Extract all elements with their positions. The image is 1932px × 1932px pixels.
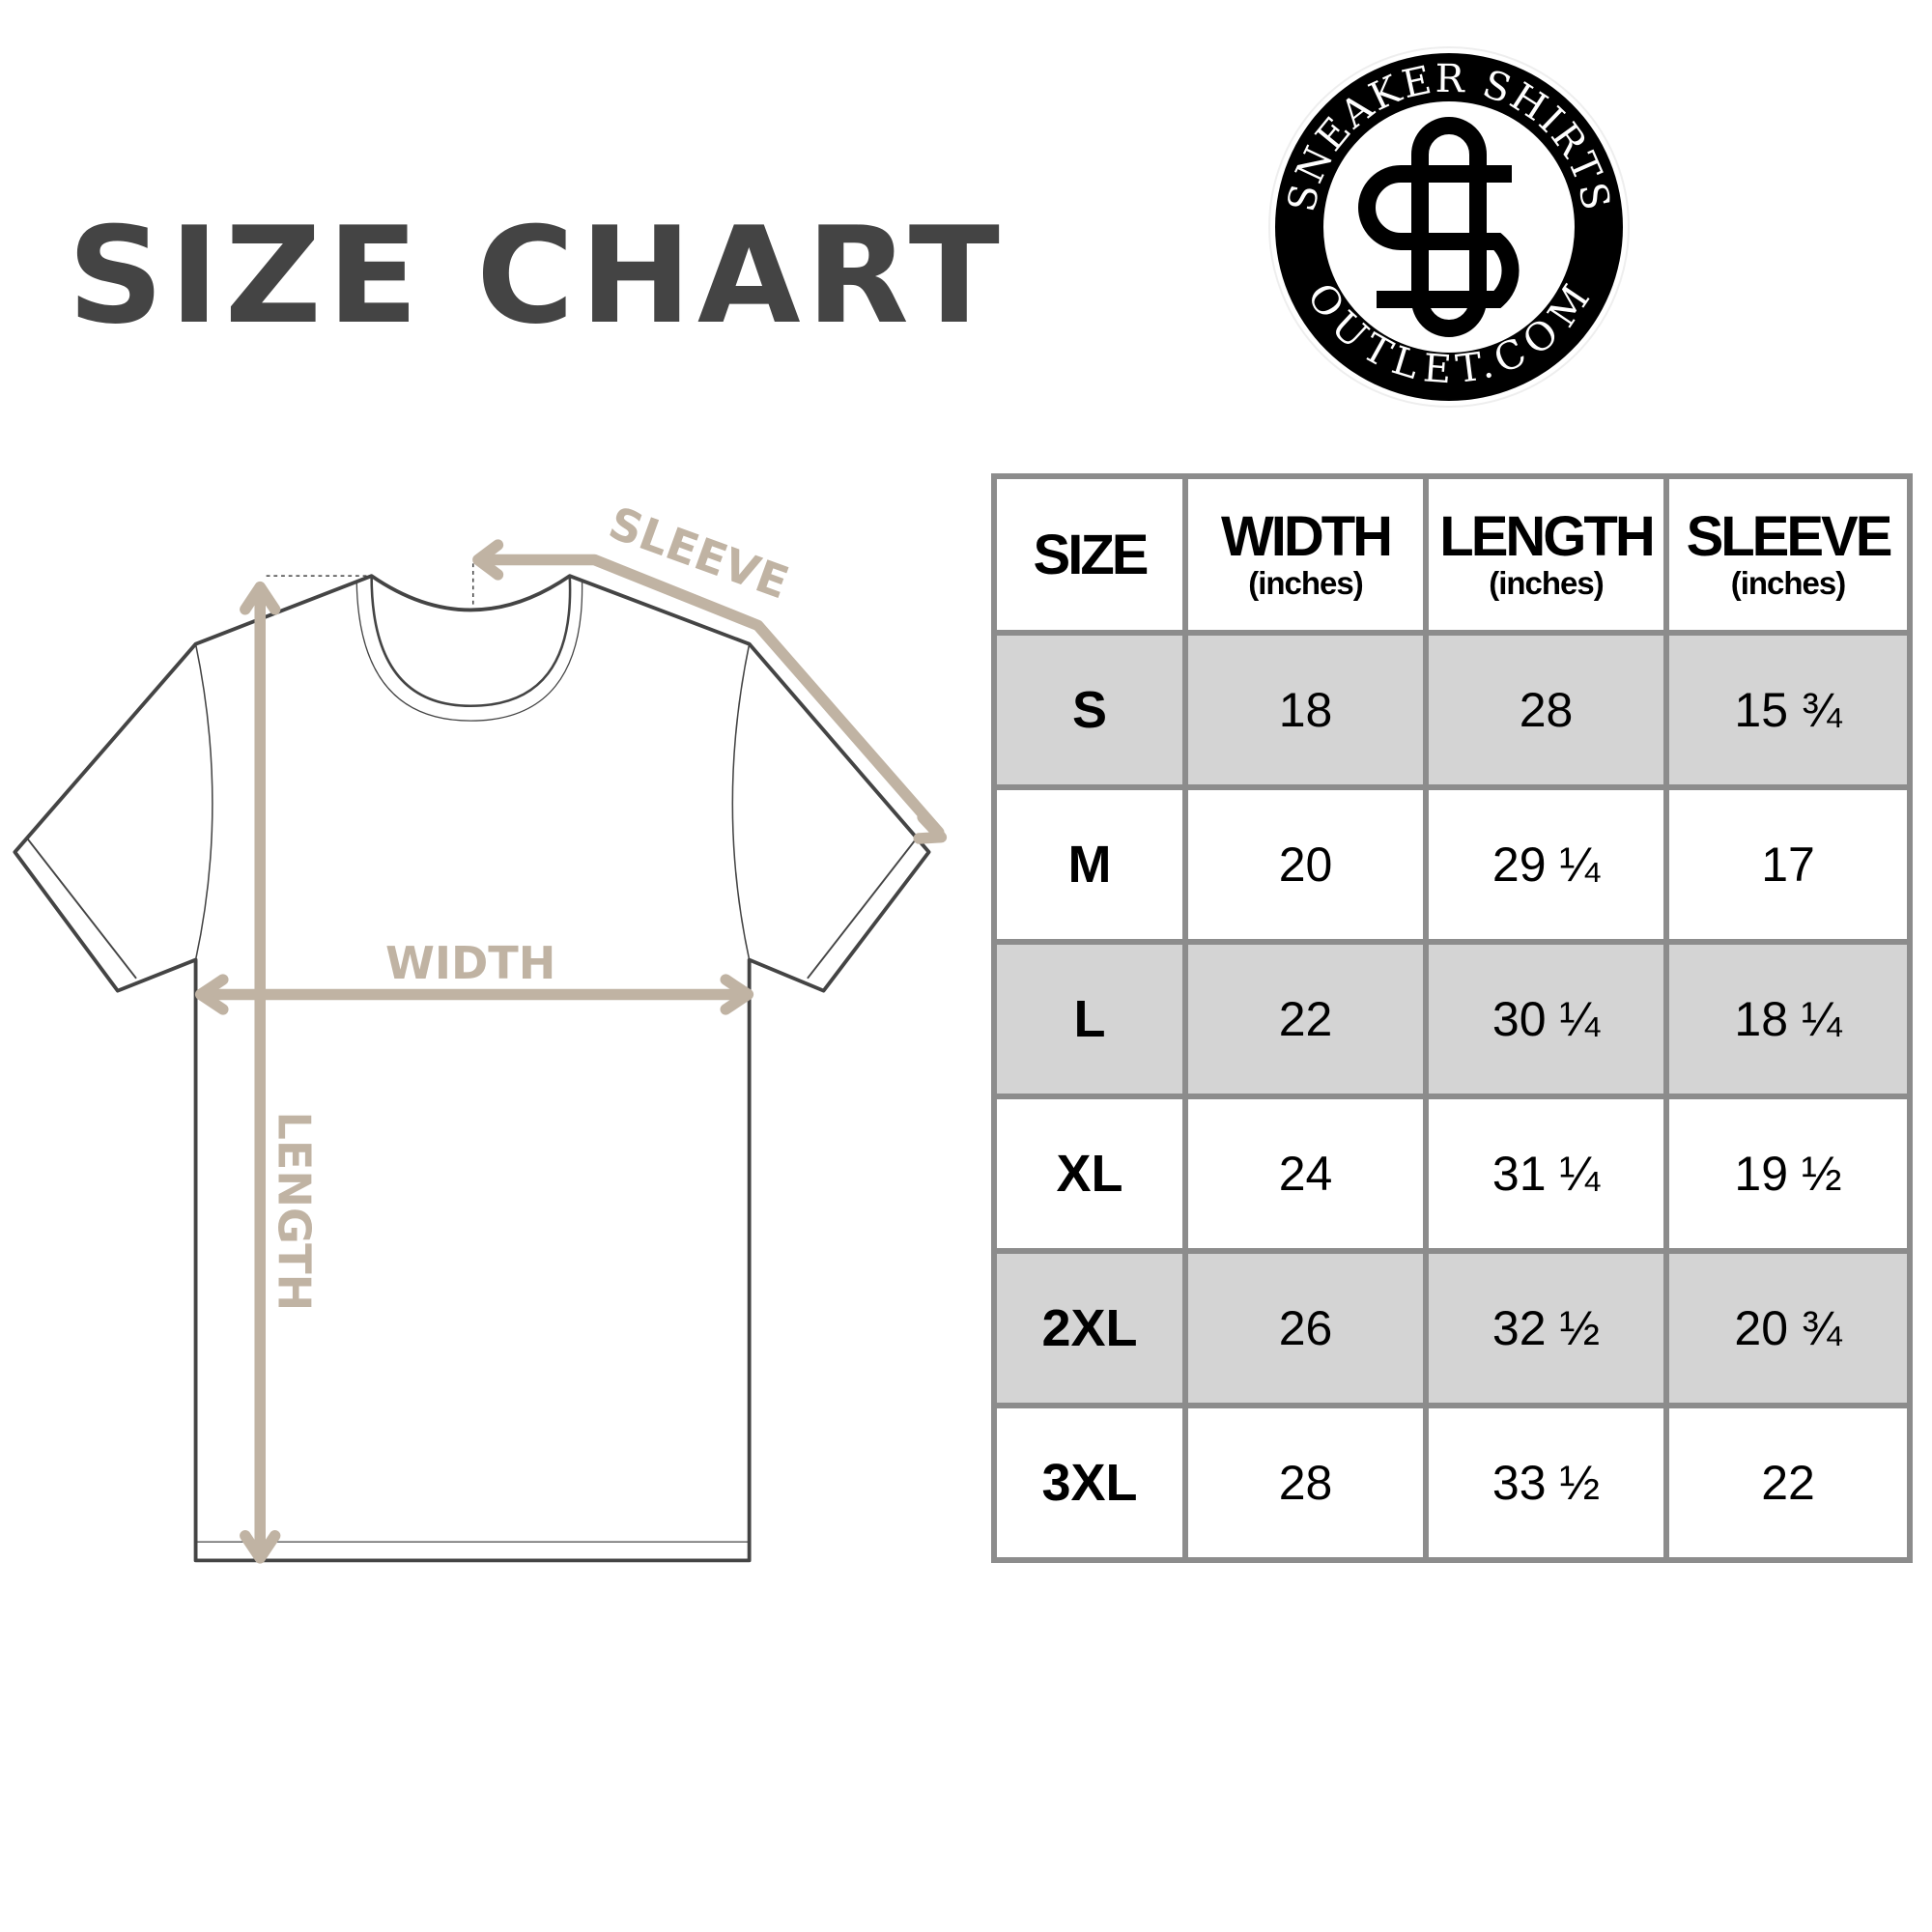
header-width: WIDTH (inches) xyxy=(1182,473,1429,636)
size-cell: M xyxy=(991,784,1188,945)
sleeve-cell: 15 ¾ xyxy=(1663,630,1913,790)
length-cell: 31 ¼ xyxy=(1423,1094,1669,1254)
table-header: SIZE WIDTH (inches) LENGTH (inches) SLEEVE… xyxy=(991,473,1913,636)
sleeve-cell: 22 xyxy=(1663,1403,1913,1563)
size-cell: 2XL xyxy=(991,1248,1188,1408)
size-table: SIZE WIDTH (inches) LENGTH (inches) SLEEVE… xyxy=(991,473,1913,1563)
table-row: 2XL 26 32 ½ 20 ¾ xyxy=(991,1248,1913,1408)
table-row: 3XL 28 33 ½ 22 xyxy=(991,1403,1913,1563)
table-row: L 22 30 ¼ 18 ¼ xyxy=(991,939,1913,1099)
table-row: S 18 28 15 ¾ xyxy=(991,630,1913,790)
size-cell: 3XL xyxy=(991,1403,1188,1563)
table-row: XL 24 31 ¼ 19 ½ xyxy=(991,1094,1913,1254)
size-cell: S xyxy=(991,630,1188,790)
table-row: M 20 29 ¼ 17 xyxy=(991,784,1913,945)
sleeve-cell: 20 ¾ xyxy=(1663,1248,1913,1408)
length-cell: 32 ½ xyxy=(1423,1248,1669,1408)
length-cell: 29 ¼ xyxy=(1423,784,1669,945)
header-length: LENGTH (inches) xyxy=(1423,473,1669,636)
width-cell: 22 xyxy=(1182,939,1429,1099)
width-cell: 20 xyxy=(1182,784,1429,945)
size-cell: L xyxy=(991,939,1188,1099)
sleeve-label: SLEEVE xyxy=(603,497,796,610)
monogram-icon xyxy=(1358,117,1520,337)
length-label: LENGTH xyxy=(268,1112,320,1312)
header-size: SIZE xyxy=(991,473,1188,636)
width-cell: 26 xyxy=(1182,1248,1429,1408)
shirt-outline xyxy=(13,574,931,1563)
sleeve-cell: 18 ¼ xyxy=(1663,939,1913,1099)
width-cell: 18 xyxy=(1182,630,1429,790)
sleeve-arrow xyxy=(477,554,945,838)
page-title: SIZE CHART xyxy=(68,198,1006,354)
size-cell: XL xyxy=(991,1094,1188,1254)
header-sleeve: SLEEVE (inches) xyxy=(1663,473,1913,636)
length-cell: 33 ½ xyxy=(1423,1403,1669,1563)
length-cell: 30 ¼ xyxy=(1423,939,1669,1099)
length-cell: 28 xyxy=(1423,630,1669,790)
width-cell: 24 xyxy=(1182,1094,1429,1254)
width-cell: 28 xyxy=(1182,1403,1429,1563)
brand-logo: SNEAKER SHIRTS OUTLET.COM xyxy=(1268,46,1630,408)
sleeve-cell: 17 xyxy=(1663,784,1913,945)
sleeve-cell: 19 ½ xyxy=(1663,1094,1913,1254)
width-label: WIDTH xyxy=(385,937,555,989)
